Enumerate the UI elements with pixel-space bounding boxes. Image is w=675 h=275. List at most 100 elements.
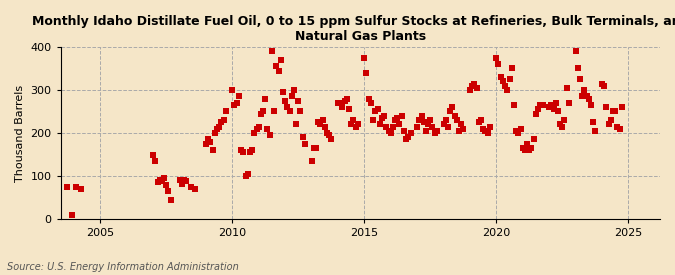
Point — [150, 159, 161, 163]
Point — [205, 139, 216, 144]
Point — [246, 148, 257, 152]
Point — [403, 135, 414, 139]
Point — [227, 88, 238, 92]
Point — [155, 178, 165, 183]
Point — [209, 131, 220, 135]
Point — [396, 114, 407, 118]
Point — [238, 150, 249, 155]
Point — [242, 172, 253, 176]
Point — [75, 187, 86, 191]
Point — [181, 179, 192, 183]
Point — [214, 124, 225, 129]
Point — [508, 103, 519, 107]
Point — [387, 124, 398, 129]
Point — [288, 88, 299, 92]
Title: Monthly Idaho Distillate Fuel Oil, 0 to 15 ppm Sulfur Stocks at Refineries, Bulk: Monthly Idaho Distillate Fuel Oil, 0 to … — [32, 15, 675, 43]
Point — [394, 122, 405, 127]
Point — [211, 126, 222, 131]
Point — [491, 56, 502, 60]
Point — [576, 94, 587, 99]
Point — [319, 124, 330, 129]
Point — [548, 107, 559, 111]
Point — [324, 133, 335, 137]
Point — [216, 120, 227, 124]
Point — [269, 109, 279, 114]
Point — [321, 131, 332, 135]
Point — [502, 88, 513, 92]
Point — [262, 126, 273, 131]
Point — [610, 109, 620, 114]
Point — [581, 94, 592, 99]
Point — [552, 109, 563, 114]
Point — [421, 129, 431, 133]
Point — [368, 118, 379, 122]
Point — [511, 129, 522, 133]
Point — [372, 107, 383, 111]
Point — [200, 142, 211, 146]
Point — [506, 66, 517, 71]
Point — [293, 98, 304, 103]
Point — [379, 114, 389, 118]
Point — [478, 126, 489, 131]
Point — [286, 94, 297, 99]
Point — [310, 146, 321, 150]
Point — [500, 83, 510, 88]
Point — [381, 124, 392, 129]
Point — [535, 103, 546, 107]
Point — [608, 109, 618, 114]
Point — [449, 114, 460, 118]
Point — [471, 86, 482, 90]
Point — [562, 86, 572, 90]
Point — [392, 116, 403, 120]
Point — [185, 185, 196, 189]
Point — [277, 90, 288, 94]
Point — [383, 129, 394, 133]
Point — [603, 122, 614, 127]
Point — [265, 133, 275, 137]
Point — [300, 142, 310, 146]
Point — [497, 79, 508, 84]
Point — [366, 101, 377, 105]
Point — [236, 148, 246, 152]
Point — [244, 150, 255, 155]
Text: Source: U.S. Energy Information Administration: Source: U.S. Energy Information Administ… — [7, 262, 238, 272]
Point — [559, 118, 570, 122]
Point — [564, 101, 574, 105]
Point — [601, 105, 612, 109]
Point — [458, 126, 468, 131]
Point — [469, 81, 480, 86]
Point — [513, 131, 524, 135]
Point — [279, 98, 290, 103]
Point — [616, 105, 627, 109]
Point — [524, 148, 535, 152]
Point — [62, 185, 73, 189]
Point — [429, 131, 440, 135]
Point — [531, 111, 541, 116]
Point — [333, 101, 344, 105]
Point — [464, 88, 475, 92]
Point — [574, 77, 585, 81]
Point — [346, 122, 356, 127]
Point — [555, 122, 566, 127]
Point — [337, 105, 348, 109]
Point — [234, 94, 244, 99]
Y-axis label: Thousand Barrels: Thousand Barrels — [15, 84, 25, 182]
Point — [590, 129, 601, 133]
Point — [377, 116, 387, 120]
Point — [306, 159, 317, 163]
Point — [614, 126, 625, 131]
Point — [445, 109, 456, 114]
Point — [401, 137, 412, 142]
Point — [313, 120, 323, 124]
Point — [585, 103, 596, 107]
Point — [480, 129, 491, 133]
Point — [423, 122, 433, 127]
Point — [588, 120, 599, 124]
Point — [295, 109, 306, 114]
Point — [454, 129, 464, 133]
Point — [240, 174, 251, 178]
Point — [431, 129, 442, 133]
Point — [572, 66, 583, 71]
Point — [315, 122, 325, 127]
Point — [495, 75, 506, 79]
